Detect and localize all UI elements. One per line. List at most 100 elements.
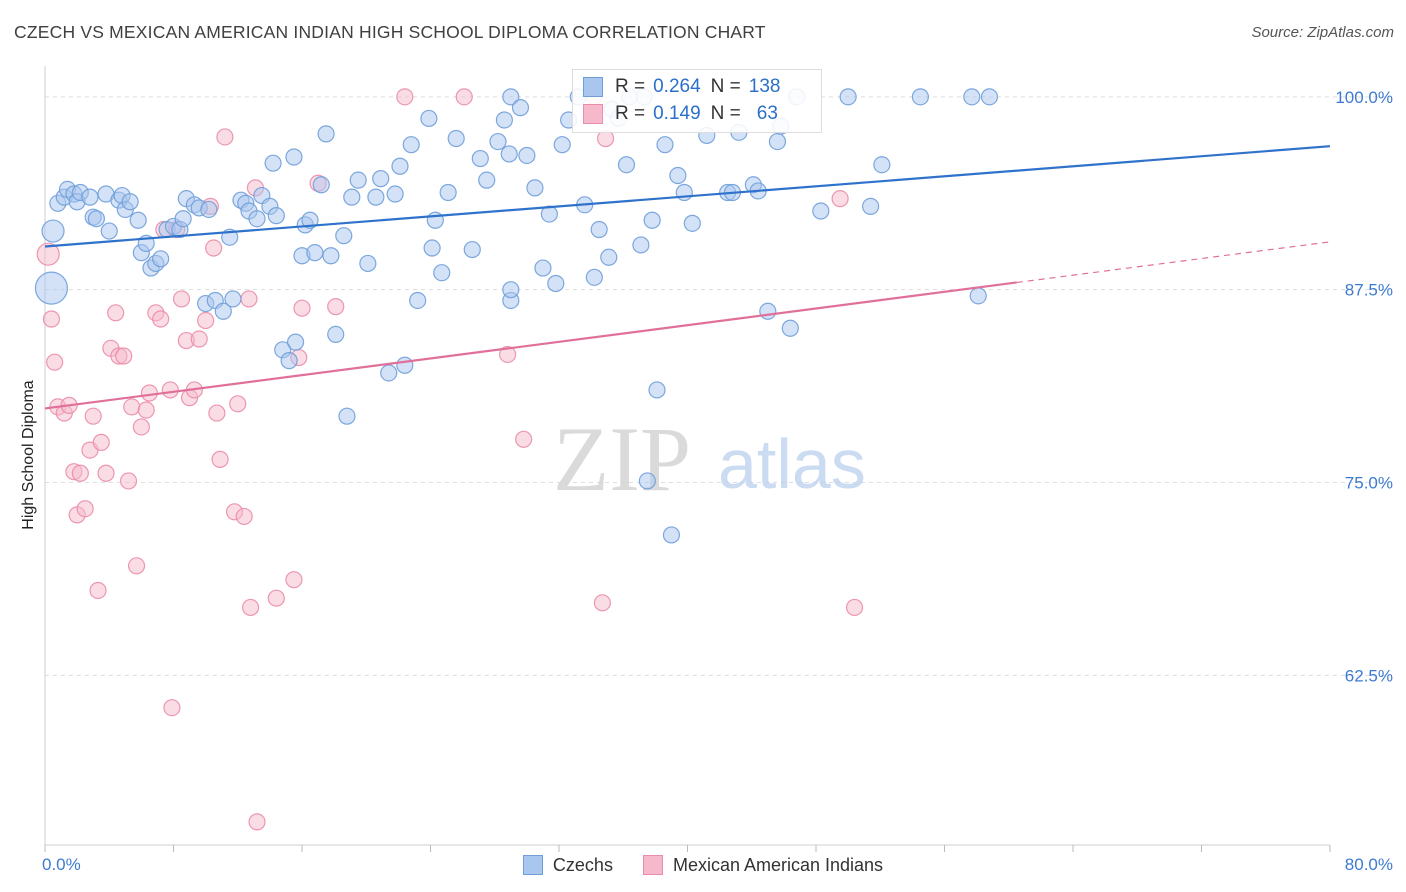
- data-point-czechs: [495, 111, 513, 129]
- data-point-czechs: [862, 197, 880, 215]
- y-tick-label: 62.5%: [1345, 666, 1393, 685]
- data-point-czechs: [969, 287, 987, 305]
- data-point-czechs: [264, 154, 282, 172]
- data-point-czechs: [534, 259, 552, 277]
- data-point-czechs: [439, 183, 457, 202]
- data-point-czechs: [367, 188, 385, 206]
- legend-row-mexican-american-indians: R = 0.149 N = 63: [583, 101, 778, 127]
- data-point-mexican-american-indians: [76, 500, 94, 518]
- legend-r-value: 0.264: [653, 76, 701, 97]
- data-point-czechs: [248, 210, 266, 228]
- data-point-czechs: [420, 109, 438, 128]
- data-point-czechs: [656, 136, 674, 154]
- data-point-mexican-american-indians: [92, 433, 110, 451]
- data-point-mexican-american-indians: [229, 395, 247, 413]
- data-point-czechs: [547, 274, 565, 293]
- legend-n-label: N =: [710, 103, 741, 124]
- data-point-czechs: [683, 214, 701, 232]
- data-point-mexican-american-indians: [107, 304, 125, 322]
- data-point-czechs: [359, 254, 377, 273]
- data-point-czechs: [372, 170, 390, 188]
- data-point-mexican-american-indians: [71, 464, 89, 482]
- data-point-czechs: [638, 472, 656, 490]
- legend-label-czechs: Czechs: [552, 854, 613, 875]
- data-point-czechs: [781, 319, 799, 337]
- data-point-czechs: [81, 188, 99, 206]
- legend-r-label: R =: [615, 76, 646, 97]
- data-point-czechs: [152, 250, 170, 268]
- data-point-czechs: [312, 176, 330, 194]
- data-point-mexican-american-indians: [42, 310, 61, 328]
- data-point-mexican-american-indians: [211, 450, 229, 468]
- data-point-mexican-american-indians: [240, 290, 258, 308]
- data-point-czechs: [648, 381, 666, 399]
- data-point-czechs: [224, 290, 242, 308]
- data-point-mexican-american-indians: [216, 128, 234, 146]
- data-point-czechs: [200, 200, 218, 219]
- data-point-czechs: [447, 129, 465, 148]
- legend-n-value: 138: [748, 76, 781, 97]
- legend-swatch-pink: [583, 104, 603, 124]
- data-point-mexican-american-indians: [123, 398, 141, 416]
- x-tick-label: 0.0%: [42, 855, 81, 874]
- data-point-mexican-american-indians: [36, 242, 60, 266]
- x-tick-label: 80.0%: [1345, 855, 1393, 874]
- data-point-mexican-american-indians: [89, 581, 107, 600]
- data-point-czechs: [669, 166, 687, 185]
- data-point-czechs: [343, 188, 361, 206]
- data-point-czechs: [267, 207, 285, 225]
- legend-r-value: 0.149: [653, 103, 701, 124]
- data-point-czechs: [335, 227, 353, 245]
- data-point-czechs: [518, 146, 536, 165]
- data-point-mexican-american-indians: [593, 594, 611, 612]
- data-point-mexican-american-indians: [831, 190, 849, 208]
- data-point-czechs: [87, 210, 106, 228]
- data-point-czechs: [433, 264, 451, 282]
- data-point-mexican-american-indians: [235, 507, 253, 526]
- data-point-czechs: [511, 99, 530, 117]
- legend-n-value: 63: [756, 103, 778, 124]
- data-point-mexican-american-indians: [190, 330, 208, 348]
- data-point-mexican-american-indians: [455, 88, 473, 106]
- data-point-czechs: [386, 185, 404, 203]
- trend-line-czechs: [44, 145, 1331, 248]
- data-point-mexican-american-indians: [84, 407, 102, 425]
- data-point-mexican-american-indians: [285, 571, 303, 589]
- legend-swatch-blue: [583, 77, 603, 97]
- data-point-czechs: [121, 193, 139, 211]
- data-point-czechs: [553, 136, 571, 154]
- data-point-czechs: [489, 132, 507, 151]
- data-point-mexican-american-indians: [327, 298, 345, 316]
- data-point-czechs: [285, 148, 303, 166]
- data-point-mexican-american-indians: [248, 813, 266, 831]
- y-tick-label: 100.0%: [1335, 88, 1393, 107]
- data-point-czechs: [100, 222, 118, 240]
- data-point-mexican-american-indians: [293, 299, 311, 317]
- data-point-mexican-american-indians: [97, 464, 115, 482]
- trend-line-mexican-american-indians: [44, 281, 1017, 410]
- legend-item-mexican-american-indians: Mexican American Indians: [642, 852, 884, 878]
- data-point-czechs: [502, 88, 520, 106]
- data-point-czechs: [759, 302, 777, 320]
- source-credit: Source: ZipAtlas.com: [1251, 24, 1394, 41]
- y-tick-label: 75.0%: [1345, 473, 1393, 492]
- legend-swatch-blue: [522, 855, 543, 875]
- data-point-czechs: [600, 248, 618, 266]
- series-legend: Czechs Mexican American Indians: [0, 852, 1406, 878]
- data-point-czechs: [301, 211, 319, 229]
- data-point-czechs: [662, 526, 681, 544]
- data-point-czechs: [214, 302, 232, 320]
- data-point-czechs: [391, 157, 409, 175]
- legend-swatch-pink: [642, 855, 663, 875]
- data-point-mexican-american-indians: [132, 418, 150, 436]
- data-point-czechs: [643, 211, 661, 229]
- data-point-mexican-american-indians: [119, 472, 138, 490]
- watermark: ZIP atlas: [553, 408, 866, 510]
- data-point-mexican-american-indians: [140, 384, 159, 402]
- data-point-mexican-american-indians: [115, 347, 133, 365]
- legend-label-mexican-american-indians: Mexican American Indians: [672, 854, 884, 875]
- data-point-czechs: [963, 88, 981, 106]
- chart-title: CZECH VS MEXICAN AMERICAN INDIAN HIGH SC…: [14, 22, 766, 42]
- data-point-czechs: [41, 219, 65, 243]
- watermark-atlas: atlas: [718, 425, 866, 503]
